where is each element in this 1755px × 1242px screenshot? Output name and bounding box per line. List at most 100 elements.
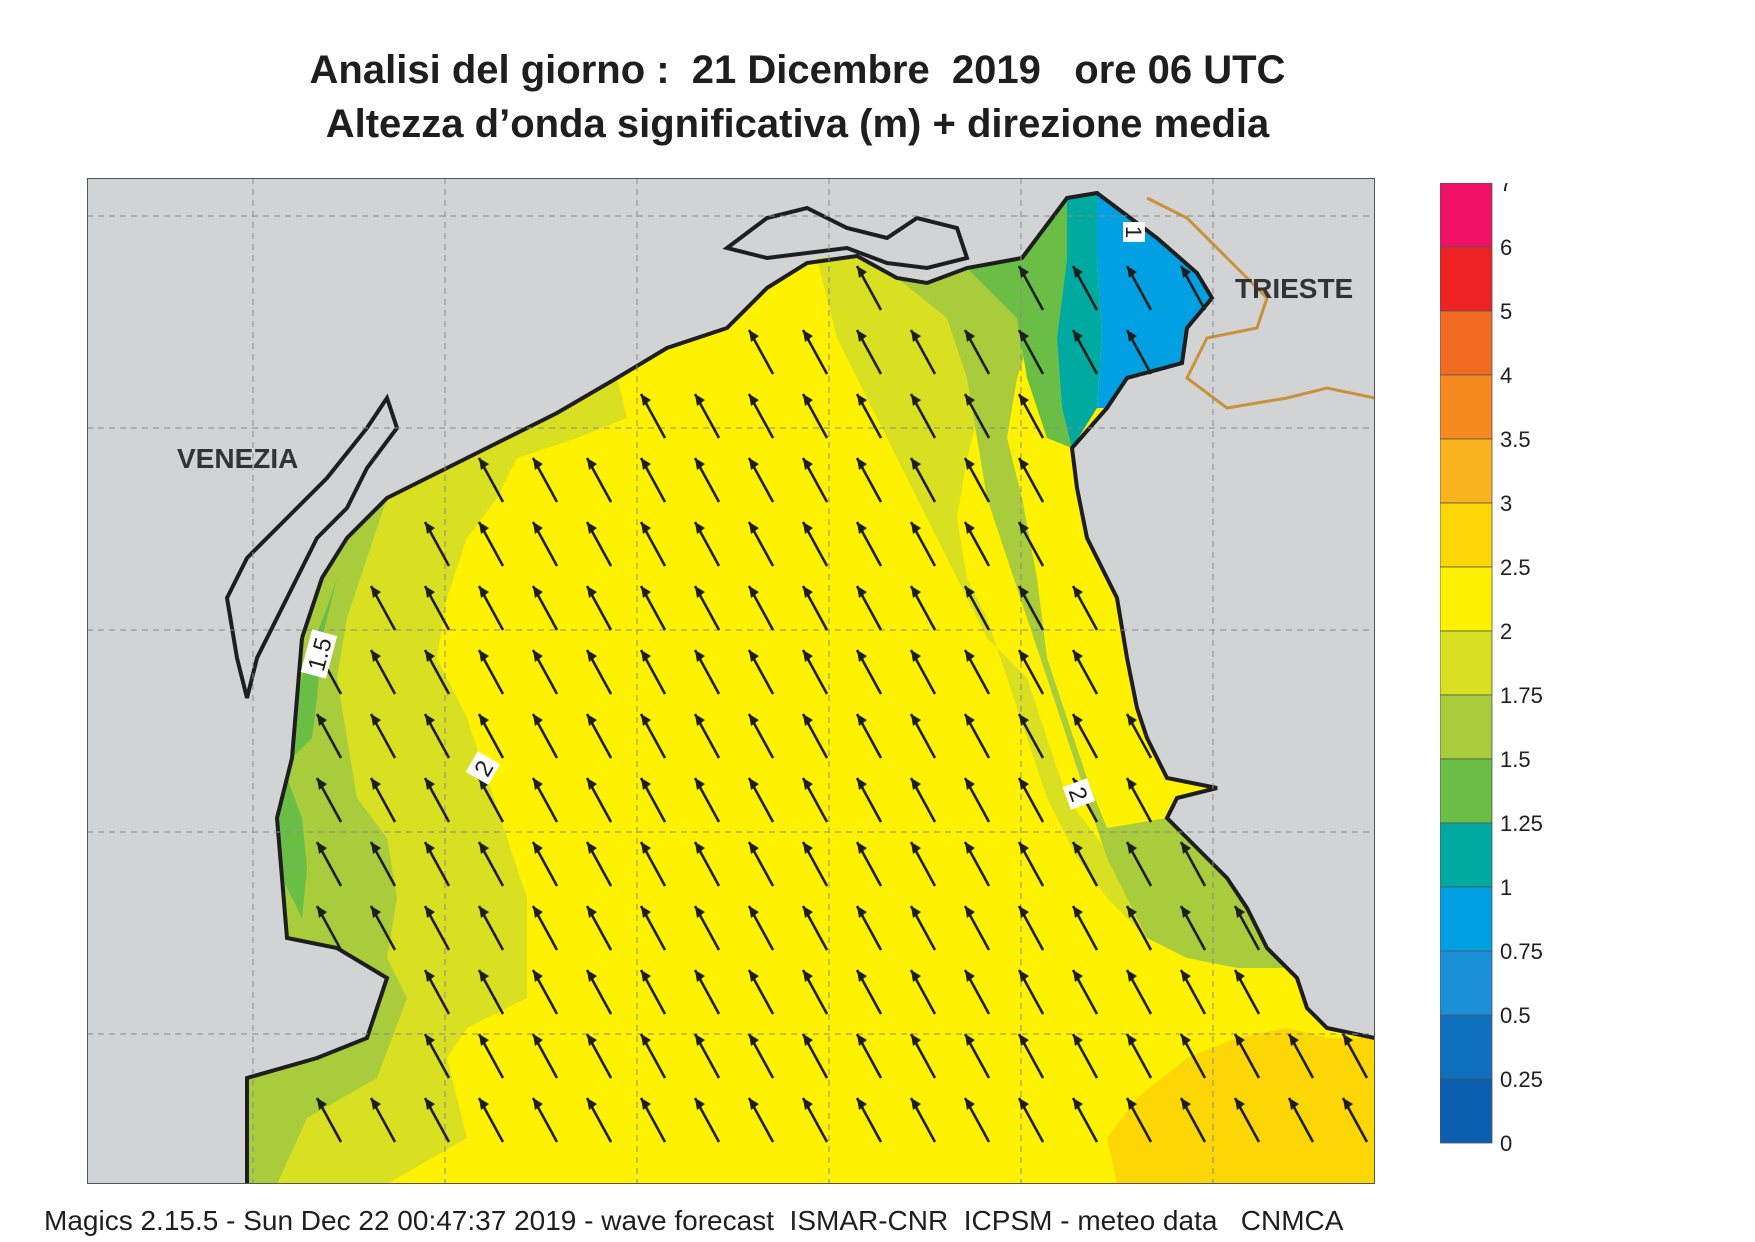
wave-band-dark-green-west — [277, 578, 337, 918]
wave-arrow-head — [695, 1034, 705, 1046]
wave-arrow-head — [1235, 970, 1245, 982]
wave-arrow-head — [965, 906, 975, 918]
wave-arrow-head — [425, 778, 435, 790]
wave-arrow-head — [641, 458, 651, 470]
wave-arrow-head — [857, 906, 867, 918]
wave-arrow-head — [533, 970, 543, 982]
wave-arrow-head — [641, 586, 651, 598]
wave-arrow-head — [965, 522, 975, 534]
wave-arrow-head — [911, 586, 921, 598]
wave-arrow-head — [1019, 970, 1029, 982]
wave-arrow-head — [641, 842, 651, 854]
wave-arrow-head — [1019, 650, 1029, 662]
wave-arrow-head — [479, 714, 489, 726]
wave-arrow-head — [479, 778, 489, 790]
legend-label: 0.5 — [1500, 1003, 1531, 1028]
legend-label: 1 — [1500, 875, 1512, 900]
wave-arrow-head — [425, 522, 435, 534]
wave-arrow-head — [965, 842, 975, 854]
wave-arrow-head — [1019, 778, 1029, 790]
wave-arrow-head — [587, 1098, 597, 1110]
wave-arrow-head — [425, 1098, 435, 1110]
wave-arrow-head — [641, 714, 651, 726]
wave-arrow-head — [857, 842, 867, 854]
coastline-north — [300, 190, 1375, 1040]
wave-arrow-head — [803, 714, 813, 726]
wave-arrow-head — [857, 1098, 867, 1110]
wave-arrow-head — [479, 1098, 489, 1110]
wave-arrow-head — [965, 394, 975, 406]
wave-arrow-head — [911, 778, 921, 790]
legend-label: 5 — [1500, 299, 1512, 324]
wave-arrow-head — [911, 394, 921, 406]
legend-swatch — [1440, 630, 1493, 696]
legend-swatch — [1440, 374, 1493, 440]
wave-arrow-head — [965, 586, 975, 598]
wave-arrow-head — [1073, 842, 1083, 854]
wave-arrow-head — [911, 970, 921, 982]
wave-arrow-head — [1127, 906, 1137, 918]
state-border — [1146, 196, 1375, 410]
wave-arrow-head — [695, 650, 705, 662]
wave-arrow-head — [749, 970, 759, 982]
wave-arrow-head — [425, 650, 435, 662]
wave-arrow-head — [1289, 1098, 1299, 1110]
wave-arrow-head — [695, 906, 705, 918]
legend-label: 7 — [1500, 183, 1512, 196]
wave-band-dark-green-east — [967, 198, 1072, 448]
wave-arrow-head — [911, 842, 921, 854]
wave-arrow-head — [479, 1034, 489, 1046]
legend-label: 0.25 — [1500, 1067, 1543, 1092]
wave-arrow-head — [479, 522, 489, 534]
wave-arrow-head — [1181, 970, 1191, 982]
wave-arrow-head — [533, 458, 543, 470]
wave-band-teal — [1057, 193, 1102, 448]
legend-label: 2.5 — [1500, 555, 1531, 580]
wave-arrow-head — [1289, 1034, 1299, 1046]
contour-label-1: 1 — [1121, 222, 1146, 242]
wave-arrow-head — [695, 842, 705, 854]
color-legend: 7 6 5 4 3.5 3 2.5 2 1.75 1.5 1.25 1 0.75 0.5 0.25 0 — [1440, 183, 1543, 1156]
wave-arrow-head — [803, 1098, 813, 1110]
legend-label: 6 — [1500, 235, 1512, 260]
legend-swatch — [1440, 950, 1493, 1016]
wave-arrow-head — [1127, 842, 1137, 854]
wave-arrow-head — [803, 458, 813, 470]
wave-band-green-east — [897, 258, 1287, 968]
wave-arrow-head — [479, 970, 489, 982]
wave-arrow-head — [641, 394, 651, 406]
wave-direction-arrows — [315, 265, 1369, 1143]
wave-arrow-head — [371, 650, 381, 662]
wave-arrow-head — [371, 714, 381, 726]
legend-swatch — [1440, 694, 1493, 760]
wave-arrow-head — [749, 586, 759, 598]
wave-arrow-head — [587, 1034, 597, 1046]
wave-arrow-head — [965, 1098, 975, 1110]
wave-arrow-head — [803, 586, 813, 598]
wave-arrow-head — [425, 1034, 435, 1046]
wave-arrow-head — [1127, 714, 1137, 726]
wave-arrow-head — [1235, 906, 1245, 918]
wave-arrow-head — [1181, 1098, 1191, 1110]
wave-arrow-head — [533, 906, 543, 918]
wave-arrow-head — [533, 586, 543, 598]
wave-arrow-head — [803, 842, 813, 854]
wave-arrow-head — [749, 394, 759, 406]
wave-arrow-head — [1019, 330, 1029, 342]
wave-arrow-head — [587, 586, 597, 598]
venice-lagoon — [224, 393, 400, 699]
wave-arrow-head — [857, 1034, 867, 1046]
legend-label: 2 — [1500, 619, 1512, 644]
wave-arrow-head — [1127, 1034, 1137, 1046]
wave-arrow-head — [533, 1034, 543, 1046]
legend-swatch — [1440, 1078, 1493, 1144]
wave-arrow-head — [803, 522, 813, 534]
wave-arrow-head — [1019, 906, 1029, 918]
wave-arrow-head — [425, 586, 435, 598]
wave-arrow-head — [587, 522, 597, 534]
wave-arrow-head — [1019, 714, 1029, 726]
wave-arrow-head — [587, 458, 597, 470]
legend-label: 0 — [1500, 1131, 1512, 1156]
wave-arrow-head — [533, 778, 543, 790]
wave-arrow-head — [425, 906, 435, 918]
